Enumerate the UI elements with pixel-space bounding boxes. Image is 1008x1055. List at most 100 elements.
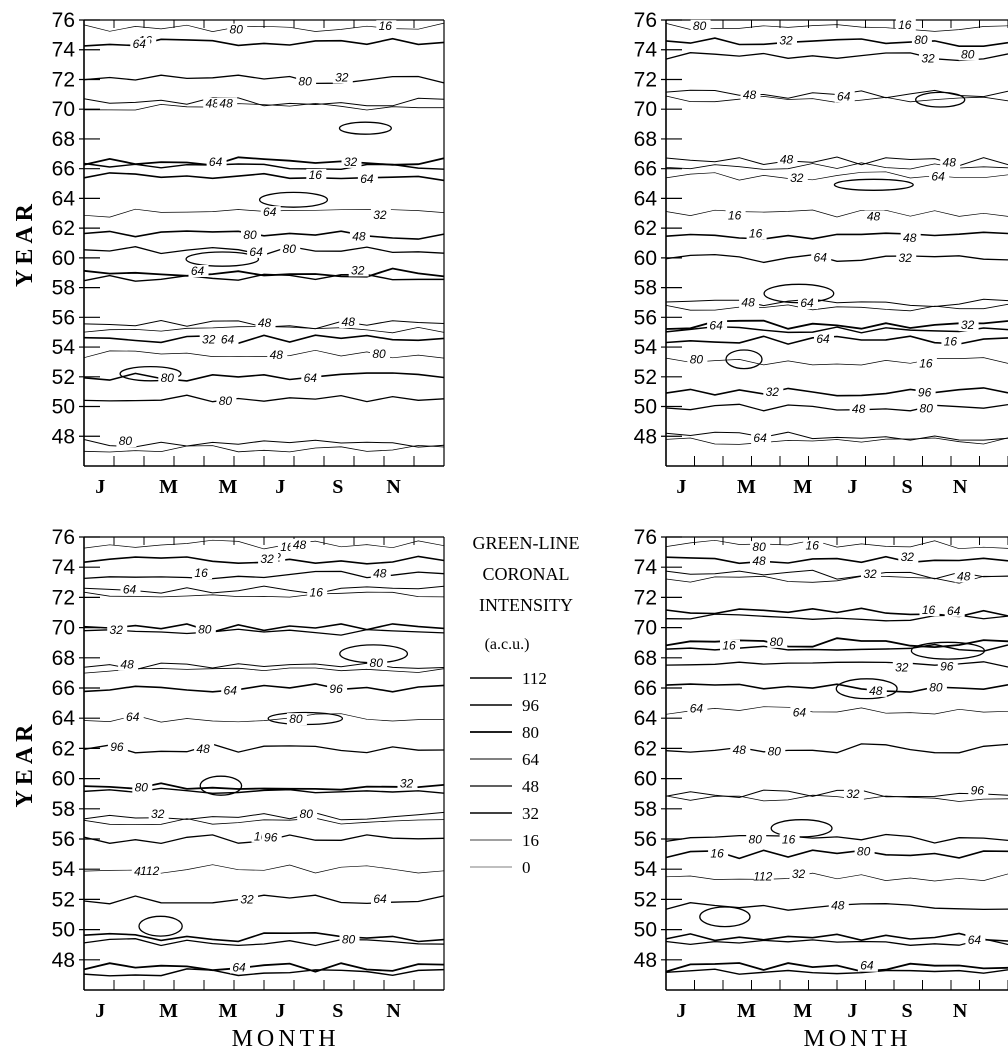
contour-label-bg	[140, 864, 161, 877]
contour-label-bg	[286, 713, 307, 726]
y-tick-label: 72	[634, 586, 657, 609]
contour-label-bg	[864, 210, 885, 223]
y-tick-label: 76	[52, 526, 75, 549]
x-tick-label: M	[737, 1000, 756, 1022]
y-tick-label: 60	[634, 247, 657, 270]
contour-label-bg	[357, 172, 378, 185]
contour-label: 48	[743, 88, 757, 102]
contour-label-bg	[332, 71, 353, 84]
contour-label: 64	[931, 169, 945, 183]
x-tick-label: N	[953, 476, 968, 498]
legend-level-label: 112	[522, 669, 547, 688]
contour-label-bg	[120, 583, 141, 596]
y-tick-label: 72	[52, 586, 75, 609]
contour-line-64	[83, 439, 445, 448]
contour-label-bg	[854, 845, 875, 858]
contour-label-bg	[687, 353, 708, 366]
y-tick-label: 70	[634, 617, 657, 640]
contour-label: 64	[753, 431, 767, 445]
contour-label-bg	[730, 744, 751, 757]
contour-label: 64	[373, 892, 387, 906]
legend-unit: (a.c.u.)	[485, 636, 530, 653]
x-tick-label: M	[219, 476, 238, 498]
contour-line-48	[665, 403, 1008, 412]
contour-line-16	[83, 539, 445, 550]
contour-loop	[338, 121, 392, 135]
contour-label-bg	[218, 333, 239, 346]
contour-label-bg	[767, 635, 788, 648]
x-tick-label: M	[793, 1000, 812, 1022]
y-tick-label: 58	[52, 798, 75, 821]
contour-label-bg	[866, 684, 887, 697]
y-tick-label: 64	[634, 187, 658, 210]
y-tick-label: 72	[634, 68, 657, 91]
contour-label: 32	[790, 171, 804, 185]
contour-line-96	[665, 932, 1008, 942]
contour-label-bg	[116, 435, 137, 448]
contour-label-bg	[238, 893, 258, 906]
contour-label: 64	[191, 264, 205, 278]
contour-label: 32	[202, 332, 216, 346]
contour-line-96	[83, 931, 445, 943]
contour-label-bg	[707, 319, 728, 332]
x-tick-label: M	[793, 476, 812, 498]
contour-label-bg	[892, 661, 913, 674]
contour-label-bg	[188, 265, 209, 277]
contour-label-bg	[258, 553, 279, 565]
contour-label-bg	[341, 155, 362, 168]
legend-item: 96	[470, 696, 539, 715]
legend-level-label: 0	[522, 858, 531, 877]
contour-label: 32	[863, 567, 877, 581]
contour-label-bg	[828, 899, 849, 912]
y-tick-label: 76	[634, 9, 657, 32]
contour-label: 64	[304, 371, 318, 385]
contour-label: 48	[780, 152, 794, 166]
y-tick-label: 64	[634, 707, 658, 730]
contour-label: 48	[196, 742, 210, 756]
y-tick-label: 56	[634, 306, 657, 329]
y-tick-label: 48	[634, 949, 657, 972]
contour-label-bg	[339, 316, 360, 328]
contour-line-64	[83, 102, 444, 111]
legend-item: 80	[470, 723, 539, 742]
contour-line-48	[665, 743, 1008, 754]
y-tick-label: 58	[52, 277, 75, 300]
legend-level-label: 32	[522, 804, 539, 823]
contour-label: 48	[903, 231, 917, 245]
contour-label: 16	[944, 334, 958, 348]
y-tick-label: 62	[634, 737, 657, 760]
contour-loop	[258, 191, 329, 208]
contour-label-bg	[789, 868, 810, 881]
contour-label-bg	[843, 788, 864, 801]
contour-label: 32	[110, 623, 124, 637]
contour-label: 32	[846, 787, 860, 801]
contour-label-bg	[900, 231, 921, 244]
contour-line-64	[83, 811, 445, 821]
contour-label: 48	[293, 538, 307, 552]
y-tick-label: 74	[52, 39, 76, 62]
contour-line-64	[665, 303, 1008, 312]
contour-label: 64	[221, 333, 235, 347]
contour-label: 48	[752, 554, 766, 568]
contour-label: 96	[329, 682, 343, 696]
contour-label: 48	[733, 743, 747, 757]
x-tick-label: N	[953, 1000, 968, 1022]
legend-level-label: 16	[522, 831, 539, 850]
y-tick-label: 68	[634, 128, 657, 151]
contour-label: 80	[135, 781, 149, 795]
contour-line-80	[665, 962, 1008, 973]
contour-label-bg	[898, 551, 919, 564]
contour-label: 96	[918, 385, 932, 399]
contour-label: 64	[814, 251, 828, 265]
x-tick-label: M	[159, 476, 178, 498]
contour-label: 48	[352, 229, 366, 243]
contour-label-bg	[790, 706, 811, 719]
x-tick-label: M	[159, 1000, 178, 1022]
y-tick-label: 50	[634, 919, 657, 942]
contour-label-bg	[739, 296, 760, 309]
contour-label: 16	[309, 168, 323, 182]
y-tick-label: 50	[52, 919, 75, 942]
contour-label-bg	[227, 23, 248, 36]
contour-label: 48	[342, 315, 356, 329]
